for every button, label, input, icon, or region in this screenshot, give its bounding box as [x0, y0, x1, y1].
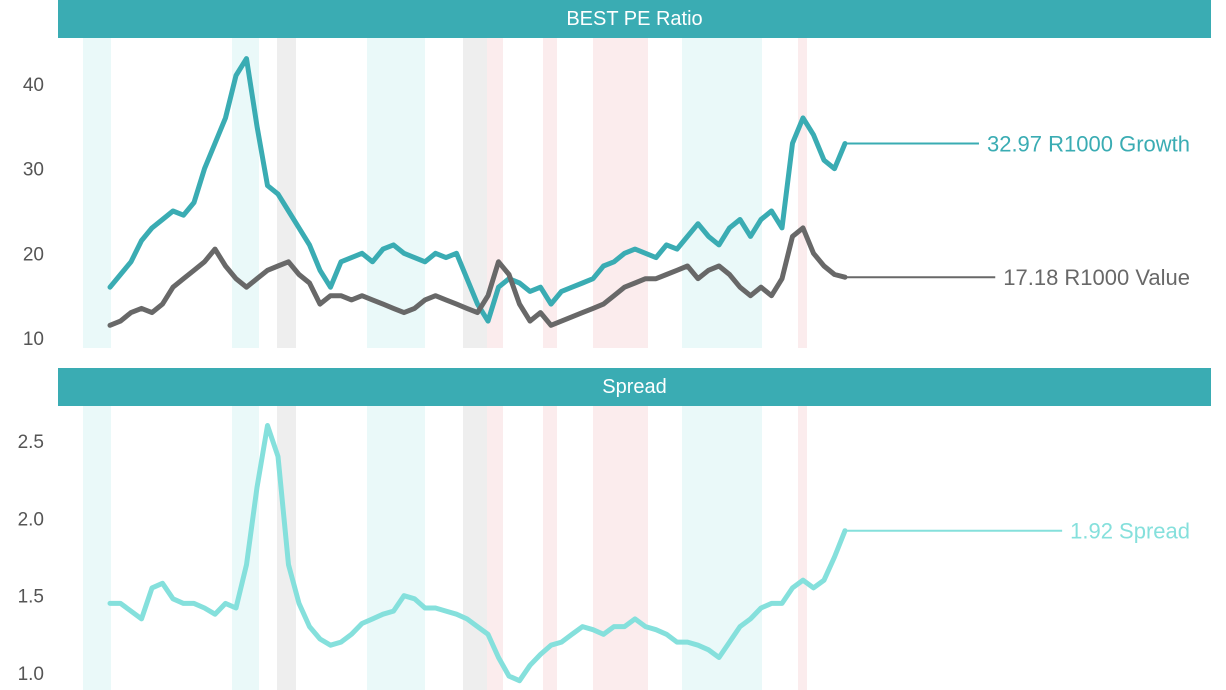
regime-band-1-7	[593, 406, 648, 690]
y-tick-label-1-3: 2.5	[18, 432, 44, 453]
y-tick-label-1-1: 1.5	[18, 587, 44, 608]
regime-band-0-0	[83, 38, 111, 348]
spread-panel-title: Spread	[58, 368, 1211, 406]
regime-band-1-5	[487, 406, 503, 690]
regime-band-0-8	[682, 38, 762, 348]
regime-band-1-8	[682, 406, 762, 690]
y-tick-label-0-1: 20	[23, 244, 44, 265]
regime-band-1-3	[367, 406, 425, 690]
regime-band-1-1	[232, 406, 259, 690]
end-label-spread: 1.92 Spread	[1070, 519, 1190, 544]
end-label-r1000-value: 17.18 R1000 Value	[1003, 265, 1190, 290]
regime-band-1-9	[798, 406, 807, 690]
regime-band-1-6	[543, 406, 557, 690]
y-tick-label-0-0: 10	[23, 329, 44, 350]
regime-band-0-9	[798, 38, 807, 348]
end-label-r1000-growth: 32.97 R1000 Growth	[987, 132, 1190, 157]
y-tick-label-0-2: 30	[23, 160, 44, 181]
regime-band-1-0	[83, 406, 111, 690]
regime-band-0-5	[487, 38, 503, 348]
y-tick-label-1-0: 1.0	[18, 664, 44, 685]
pe-ratio-panel-title: BEST PE Ratio	[58, 0, 1211, 38]
series-line-r1000-growth	[107, 56, 848, 324]
regime-band-0-2	[277, 38, 296, 348]
regime-band-0-1	[232, 38, 259, 348]
regime-band-0-3	[367, 38, 425, 348]
y-tick-label-0-3: 40	[23, 75, 44, 96]
regime-band-0-7	[593, 38, 648, 348]
regime-band-1-4	[463, 406, 487, 690]
series-line-r1000-value	[107, 225, 848, 328]
y-tick-label-1-2: 2.0	[18, 509, 44, 530]
regime-band-0-6	[543, 38, 557, 348]
series-line-spread	[107, 423, 848, 684]
